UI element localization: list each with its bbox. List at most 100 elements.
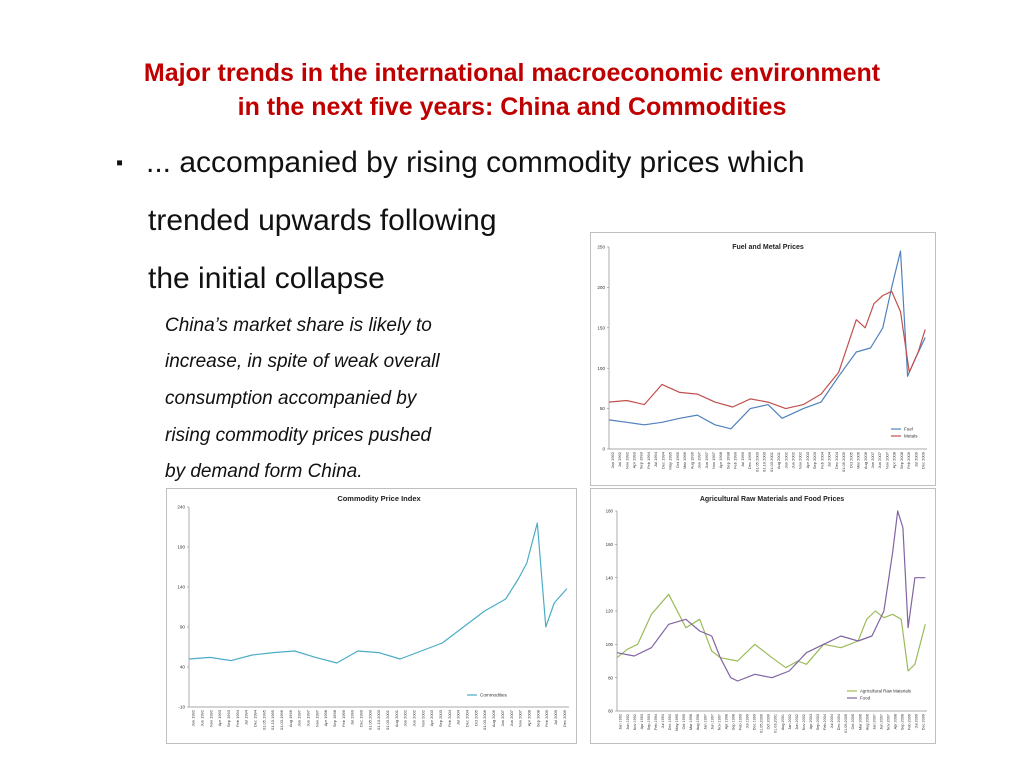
x-tick-label: Apr 1998 — [323, 709, 328, 726]
x-tick-label: Jun 1997 — [704, 451, 709, 468]
x-tick-label: Sep 1993 — [639, 451, 644, 469]
x-tick-label: Oct 1995 — [675, 451, 680, 468]
note-line: China’s market share is likely to — [165, 315, 432, 336]
y-tick-label: 40 — [180, 665, 186, 670]
x-tick-label: Apr 1993 — [217, 709, 222, 726]
y-tick-label: 190 — [177, 545, 185, 550]
x-tick-label: Jun 2007 — [877, 451, 882, 468]
x-tick-label: 01.10.2000 — [762, 451, 767, 472]
x-tick-label: Jul 2009 — [553, 709, 558, 725]
x-tick-label: Jan 2007 — [500, 709, 505, 726]
x-tick-label: Feb 2009 — [906, 451, 911, 469]
x-tick-label: Aug 1996 — [689, 451, 694, 469]
x-tick-label: Jul 1999 — [746, 714, 750, 728]
x-tick-label: Dec 2004 — [465, 709, 470, 727]
x-tick-label: Dec 2009 — [562, 709, 567, 727]
x-tick-label: Jan 1997 — [703, 714, 707, 730]
y-tick-label: 50 — [600, 406, 606, 411]
x-tick-label: Jul 1994 — [661, 714, 665, 728]
x-tick-label: Apr 2003 — [429, 709, 434, 726]
x-tick-label: Sep 1998 — [332, 709, 337, 727]
x-tick-label: Jul 1994 — [244, 709, 249, 725]
x-tick-label: Nov 2007 — [884, 451, 889, 469]
x-tick-label: Apr 1998 — [718, 451, 723, 468]
chart-title: Fuel and Metal Prices — [732, 244, 804, 251]
x-tick-label: Feb 2009 — [544, 709, 549, 727]
x-tick-label: Jul 2009 — [913, 451, 918, 467]
x-tick-label: Nov 2002 — [802, 714, 806, 730]
x-tick-label: Jul 1999 — [350, 709, 355, 725]
y-tick-label: 140 — [606, 575, 614, 580]
x-tick-label: 01.03.2006 — [482, 709, 487, 730]
y-tick-label: 60 — [608, 709, 613, 714]
x-tick-label: Nov 2002 — [798, 451, 803, 469]
x-tick-label: Jun 2007 — [509, 709, 514, 726]
fuel-metal-chart-svg: Fuel and Metal Prices 0 50 100 150 200 250 Jan … — [597, 244, 927, 472]
x-tick-label: Aug 2006 — [491, 709, 496, 727]
agri-food-chart: Agricultural Raw Materials and Food Pric… — [590, 488, 936, 744]
x-tick-label: Dec 1999 — [747, 451, 752, 469]
x-tick-label: Sep 2008 — [901, 714, 905, 730]
x-tick-label: 01.05.2000 — [367, 709, 372, 730]
note-line: consumption accompanied by — [165, 388, 417, 409]
x-tick-label: Nov 1997 — [717, 714, 721, 730]
y-tick-label: 0 — [602, 447, 605, 452]
x-tick-label: Jan 2002 — [403, 709, 408, 726]
x-tick-label: Sep 2008 — [899, 451, 904, 469]
y-tick-label: 150 — [597, 325, 605, 330]
series-line-food — [616, 510, 926, 682]
x-tick-label: Aug 2006 — [865, 714, 869, 730]
y-tick-label: 250 — [597, 245, 605, 250]
x-tick-label: Jun 1997 — [306, 709, 311, 726]
x-tick-label: Jul 2004 — [827, 451, 832, 467]
x-tick-label: Aug 2001 — [781, 714, 785, 730]
bullet-line-1: ... accompanied by rising commodity pric… — [146, 146, 805, 179]
x-tick-label: Nov 1992 — [208, 709, 213, 727]
title-line-2: in the next five years: China and Commod… — [237, 93, 787, 121]
x-tick-label: Oct 2005 — [473, 709, 478, 726]
x-tick-label: Feb 1994 — [646, 451, 651, 469]
x-tick-label: Jun 2002 — [790, 451, 795, 468]
series-line-agricultural-raw-materials — [616, 593, 926, 672]
legend-label: Food — [860, 696, 871, 701]
x-tick-label: Sep 1993 — [226, 709, 231, 727]
x-tick-label: Nov 2007 — [518, 709, 523, 727]
x-tick-label: Apr 2003 — [809, 714, 813, 729]
x-tick-label: Oct 2005 — [848, 451, 853, 468]
x-tick-label: Apr 2003 — [805, 451, 810, 468]
legend-label: Commodities — [480, 693, 508, 698]
fuel-metal-chart: Fuel and Metal Prices 0 50 100 150 200 250 Jan … — [590, 232, 936, 486]
note-line: rising commodity prices pushed — [165, 425, 432, 446]
legend-label: Metals — [904, 434, 918, 439]
x-tick-label: Apr 2008 — [526, 709, 531, 726]
x-tick-label: Dec 2004 — [837, 714, 841, 730]
x-tick-label: Aug 2001 — [394, 709, 399, 727]
x-tick-label: Jan 2007 — [872, 714, 876, 730]
legend-label: Agricultural Raw Materials — [860, 689, 912, 694]
y-tick-label: 80 — [608, 675, 613, 680]
x-tick-label: Sep 2003 — [438, 709, 443, 727]
x-tick-label: Nov 2007 — [886, 714, 890, 730]
x-tick-label: Dec 2009 — [921, 451, 926, 469]
x-tick-label: May 1995 — [675, 714, 679, 731]
x-tick-label: Jan 2002 — [788, 714, 792, 730]
x-tick-label: Aug 2001 — [776, 451, 781, 469]
x-tick-label: Nov 2002 — [420, 709, 425, 727]
x-tick-label: Jul 2004 — [456, 709, 461, 725]
series-line-metals — [608, 290, 926, 410]
slide-title: Major trends in the international macroe… — [0, 56, 1024, 124]
x-tick-label: 01.05.1995 — [261, 709, 266, 730]
x-tick-label: Oct 1995 — [682, 714, 686, 729]
x-tick-label: Dec 1994 — [668, 714, 672, 730]
x-tick-label: Jan 1992 — [610, 451, 615, 468]
x-tick-label: Jun 2002 — [795, 714, 799, 730]
y-tick-label: 120 — [606, 609, 614, 614]
x-tick-label: Jul 1992 — [617, 451, 622, 467]
commodity-index-chart: Commodity Price Index -10 40 90 140 190 240 Jan… — [166, 488, 577, 744]
x-tick-label: Feb 2004 — [823, 714, 827, 730]
x-tick-label: Apr 2008 — [893, 714, 897, 729]
x-tick-label: Dec 1994 — [252, 709, 257, 727]
x-tick-label: 01.05.2000 — [760, 714, 764, 733]
x-tick-label: Sep 1998 — [725, 451, 730, 469]
x-tick-label: Jan 2002 — [783, 451, 788, 468]
